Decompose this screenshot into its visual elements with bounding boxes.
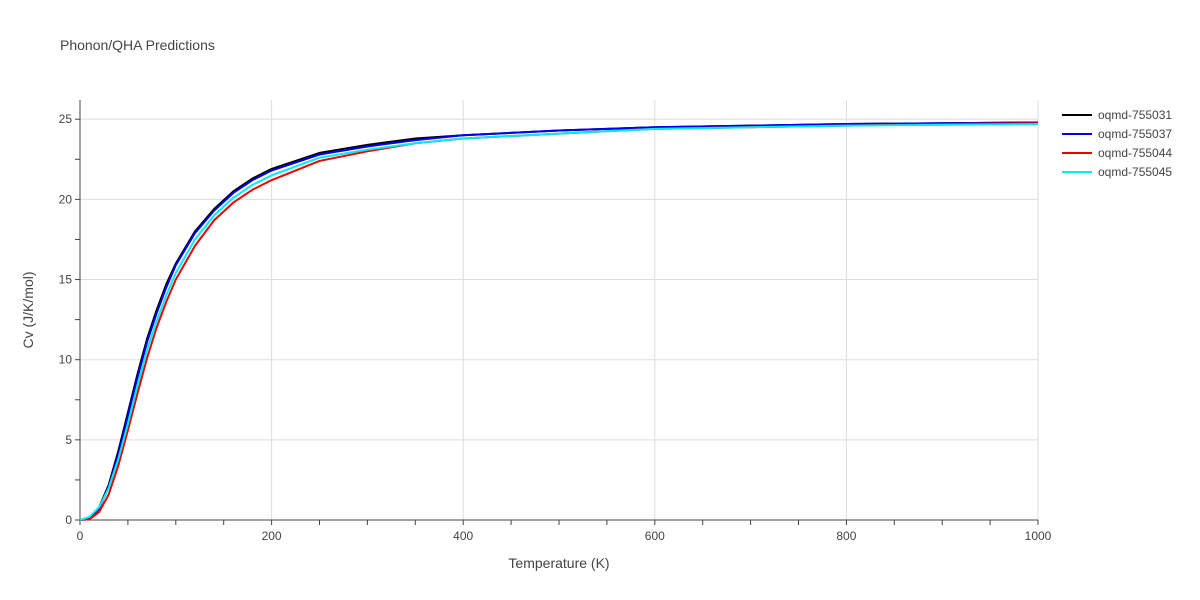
gridlines: [80, 100, 1039, 520]
legend-label: oqmd-755037: [1098, 127, 1172, 141]
y-tick-label: 5: [65, 433, 72, 447]
legend-label: oqmd-755031: [1098, 108, 1172, 122]
legend-label: oqmd-755044: [1098, 146, 1172, 160]
x-tick-label: 0: [77, 529, 84, 543]
y-axis-label: Cv (J/K/mol): [20, 272, 36, 349]
y-tick-label: 15: [59, 273, 73, 287]
y-tick-label: 0: [65, 513, 72, 527]
y-tick-label: 20: [59, 192, 73, 206]
series-lines: [79, 121, 1039, 521]
legend-label: oqmd-755045: [1098, 165, 1172, 179]
x-tick-label: 200: [262, 529, 282, 543]
x-axis-label: Temperature (K): [508, 555, 609, 571]
x-tick-label: 400: [453, 529, 473, 543]
axes: [75, 100, 1039, 525]
y-axis-ticks: 0 5 10 15 20 25: [59, 112, 73, 527]
legend: oqmd-755031 oqmd-755037 oqmd-755044 oqmd-75…: [1062, 108, 1172, 179]
x-tick-label: 1000: [1025, 529, 1052, 543]
x-tick-label: 800: [836, 529, 856, 543]
x-tick-label: 600: [645, 529, 665, 543]
y-tick-label: 25: [59, 112, 73, 126]
series-line-oqmd-755037: [79, 121, 1039, 521]
series-line-oqmd-755045: [79, 123, 1039, 521]
chart-title: Phonon/QHA Predictions: [60, 37, 215, 53]
x-axis-ticks: 0 200 400 600 800 1000: [77, 529, 1052, 543]
y-tick-label: 10: [59, 353, 73, 367]
